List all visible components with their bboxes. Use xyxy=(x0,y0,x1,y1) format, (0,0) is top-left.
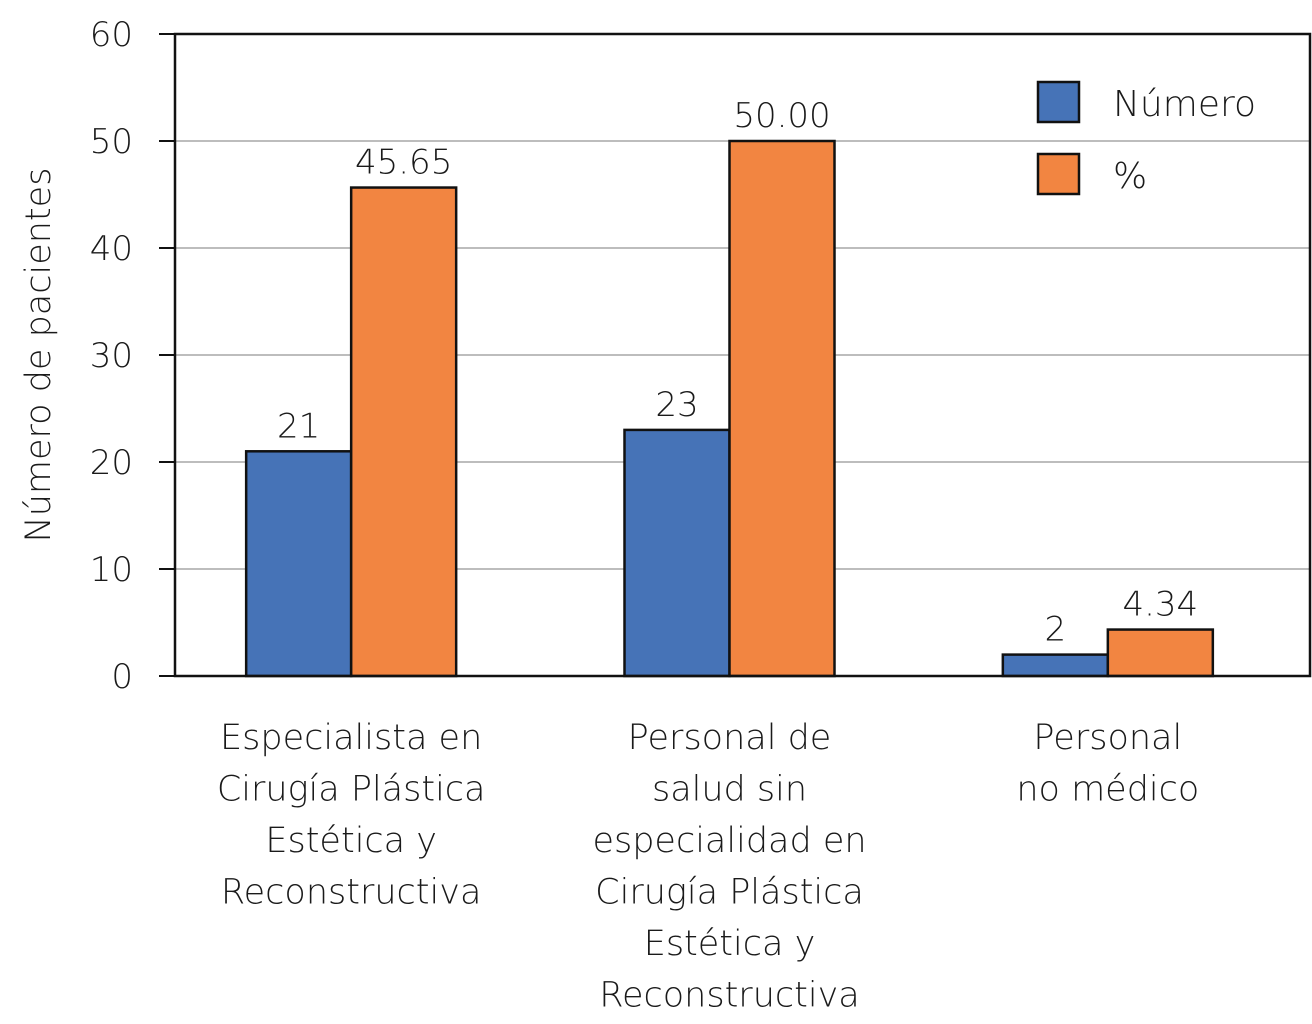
legend: Número% xyxy=(1036,80,1256,197)
category-label-line: no médico xyxy=(1016,770,1199,810)
data-label: 45.65 xyxy=(355,143,452,183)
bars xyxy=(244,139,1215,678)
category-label-line: salud sin xyxy=(652,770,807,810)
bar-porcentaje xyxy=(1106,628,1215,678)
data-label: 50.00 xyxy=(733,96,830,136)
category-label-line: Estética y xyxy=(644,924,816,964)
plot-frame xyxy=(173,32,1312,678)
y-tick-label: 60 xyxy=(90,15,133,55)
category-label-line: Reconstructiva xyxy=(221,873,482,913)
category-label-line: Cirugía Plástica xyxy=(217,770,486,810)
y-axis-title: Número de pacientes xyxy=(19,168,59,543)
y-tick-label: 0 xyxy=(111,657,133,697)
y-tick-label: 40 xyxy=(90,229,133,269)
bar-numero xyxy=(623,428,731,678)
y-tick-labels: 0 10 20 30 40 50 60 xyxy=(90,15,133,697)
bar-numero xyxy=(1001,653,1110,678)
data-label: 23 xyxy=(655,385,698,425)
data-label: 4.34 xyxy=(1122,585,1198,625)
legend-label: Número xyxy=(1113,84,1256,125)
legend-swatch-porcentaje xyxy=(1036,152,1081,196)
category-label-line: especialidad en xyxy=(592,821,866,861)
legend-label: % xyxy=(1113,156,1147,197)
category-label-line: Estética y xyxy=(265,821,437,861)
category-label-line: Personal de xyxy=(628,718,832,758)
category-label-line: Personal xyxy=(1033,718,1182,758)
bar-porcentaje xyxy=(728,139,836,678)
value-labels: 21 45.65 23 50.00 2 4.34 xyxy=(277,96,1198,650)
bar-porcentaje xyxy=(349,186,458,678)
category-label-line: Especialista en xyxy=(220,718,482,758)
category-labels: Especialista en Cirugía Plástica Estética … xyxy=(217,718,1199,1016)
y-tick-label: 10 xyxy=(90,550,133,590)
data-label: 21 xyxy=(277,406,320,446)
y-tick-label: 50 xyxy=(90,122,133,162)
y-tick-label: 20 xyxy=(90,443,133,483)
y-tick-label: 30 xyxy=(90,336,133,376)
axes xyxy=(159,32,1312,678)
legend-swatch-numero xyxy=(1036,80,1081,124)
category-label-line: Reconstructiva xyxy=(599,976,860,1016)
category-label-line: Cirugía Plástica xyxy=(595,873,864,913)
bar-numero xyxy=(244,450,353,678)
data-label: 2 xyxy=(1045,610,1067,650)
